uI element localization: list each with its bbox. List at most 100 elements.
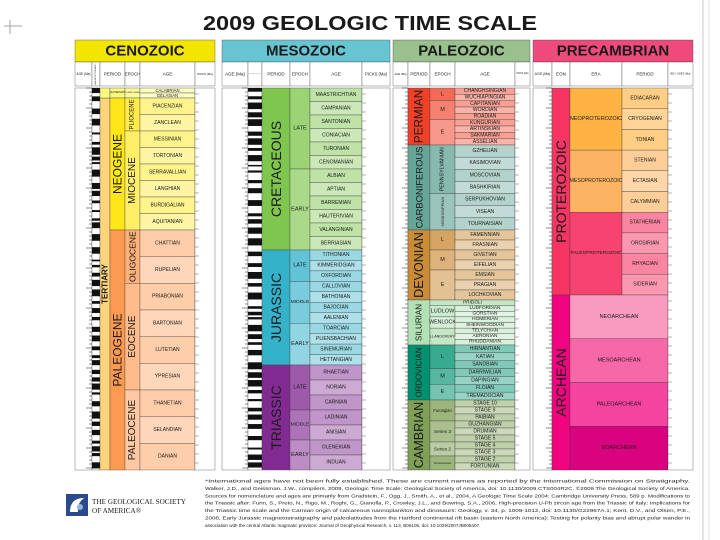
age-label: DAPINGIAN [471,377,499,383]
epoch-label: PALEOARCHEAN [597,401,642,407]
epoch-label: PALEOCENE [127,399,138,460]
age-label: SERRAVALLIAN [149,169,186,175]
polarity-band [92,462,100,469]
footnote-line: the Triassic time scale and the Carnian … [205,508,690,513]
polarity-band [92,96,100,102]
polarity-band [248,342,262,345]
age-label: SERPUKHOVIAN [465,197,505,203]
age-label: CONIACIAN [322,132,350,138]
age-label: LANGHIAN [155,186,181,192]
age-label: TITHONIAN [323,252,350,258]
epoch [429,144,456,194]
polarity-band [248,148,262,151]
polarity-band [92,289,100,297]
polarity-band [92,440,100,444]
age-label: DANIAN [158,454,177,460]
age-label: GELASIAN [157,93,178,98]
age-label: SELANDIAN [153,427,182,433]
polarity-band [248,227,262,234]
epoch-label: PLIOCENE [130,99,136,129]
column-header [309,61,363,87]
age-label: TOARCIAN [323,325,349,331]
polarity-band [92,346,100,351]
polarity-band [248,292,262,300]
polarity-band [248,88,262,92]
period-label: JURASSIC [268,273,284,342]
polarity-band [92,218,100,221]
footnote-line: Sources for nomenclature and ages are pr… [205,493,691,498]
age-label: HAUTERIVIAN [319,213,353,219]
age-label: EMSIAN [475,272,495,278]
subera [99,87,111,99]
column-header-label: EPOCH [434,72,450,77]
age-label: ROADIAN [474,114,497,120]
polarity-band [248,389,262,394]
age-label: CALYMMIAN [630,199,660,205]
polarity-column [247,87,263,471]
age-label: KIMMERIDGIAN [317,263,355,269]
polarity-band [92,259,100,262]
polarity-band [248,447,262,450]
polarity-band [248,334,262,340]
age-label: SINEMURIAN [320,346,352,352]
polarity-band [92,411,100,419]
column-header-label: EON [556,72,566,77]
age-label: CHANGHSINGIAN [464,88,507,94]
epoch-label: MESOARCHEAN [597,358,640,364]
polarity-band [248,271,262,279]
column-header-label: PICKS (Ma) [365,72,388,77]
age-label: ARTINSKIAN [470,126,500,132]
age [139,389,196,417]
epoch-label: E [441,129,445,135]
age-label: BAJOCIAN [323,305,348,311]
age-label: TREMADOCIAN [467,393,504,399]
column-header-label: ERA [591,72,600,77]
polarity-band [248,188,262,194]
footnote-line: Walker, J.D., and Geissman, J.W., compil… [205,485,690,491]
epoch-label: Series 3 [434,429,451,434]
logo-text: OF AMERICA® [92,507,142,515]
column-header-label: EPOCH [125,72,141,77]
epoch-label: EARLY [291,341,309,347]
polarity-band [92,316,100,321]
column-header-label: AGE [480,72,490,77]
title: 2009 GEOLOGIC TIME SCALE [203,13,537,35]
age-label: RUPELIAN [155,267,180,273]
polarity-band [248,372,262,378]
column-header-label: PERIOD [104,72,122,77]
polarity-band [248,219,262,224]
age-label: FORTUNIAN [470,464,499,470]
age-label: RHAETIAN [323,370,349,376]
footnote-line: association with the central Atlantic ma… [205,523,480,528]
period-label: SILURIAN [415,304,424,341]
polarity-band [92,210,100,213]
period-label: PROTEROZOIC [553,140,569,243]
polarity-band [92,401,100,407]
age-label: PLIENSBACHIAN [316,336,356,342]
epoch-label: PALEOPROTEROZOIC [571,250,623,256]
polarity-band [248,414,262,420]
age-label: STENIAN [634,157,656,163]
polarity-band [92,308,100,313]
age-label: OXFORDIAN [321,273,351,279]
age-label: STAGE 5 [475,436,496,442]
polarity-band [248,311,262,316]
polarity-band [248,119,262,126]
age [139,256,196,284]
age-label: FRASNIAN [472,242,498,248]
age-scale [392,87,409,471]
age-label: SANDBIAN [472,362,498,368]
age-label: ALBIAN [327,173,345,179]
period-label: TRIASSIC [268,385,284,450]
epoch-label: L [441,91,444,97]
age-label: STAGE 2 [475,457,496,463]
age-scale [74,87,93,471]
age-label: HOMERIAN [472,316,498,322]
age-label: BERRIASIAN [321,240,352,246]
epoch-label: LUDLOW [431,308,455,314]
column-header [514,61,531,87]
age-label: CAMPANIAN [321,105,351,111]
epoch-label: MESOPROTEROZOIC [570,178,623,184]
age-label: STAGE 3 [475,450,496,456]
